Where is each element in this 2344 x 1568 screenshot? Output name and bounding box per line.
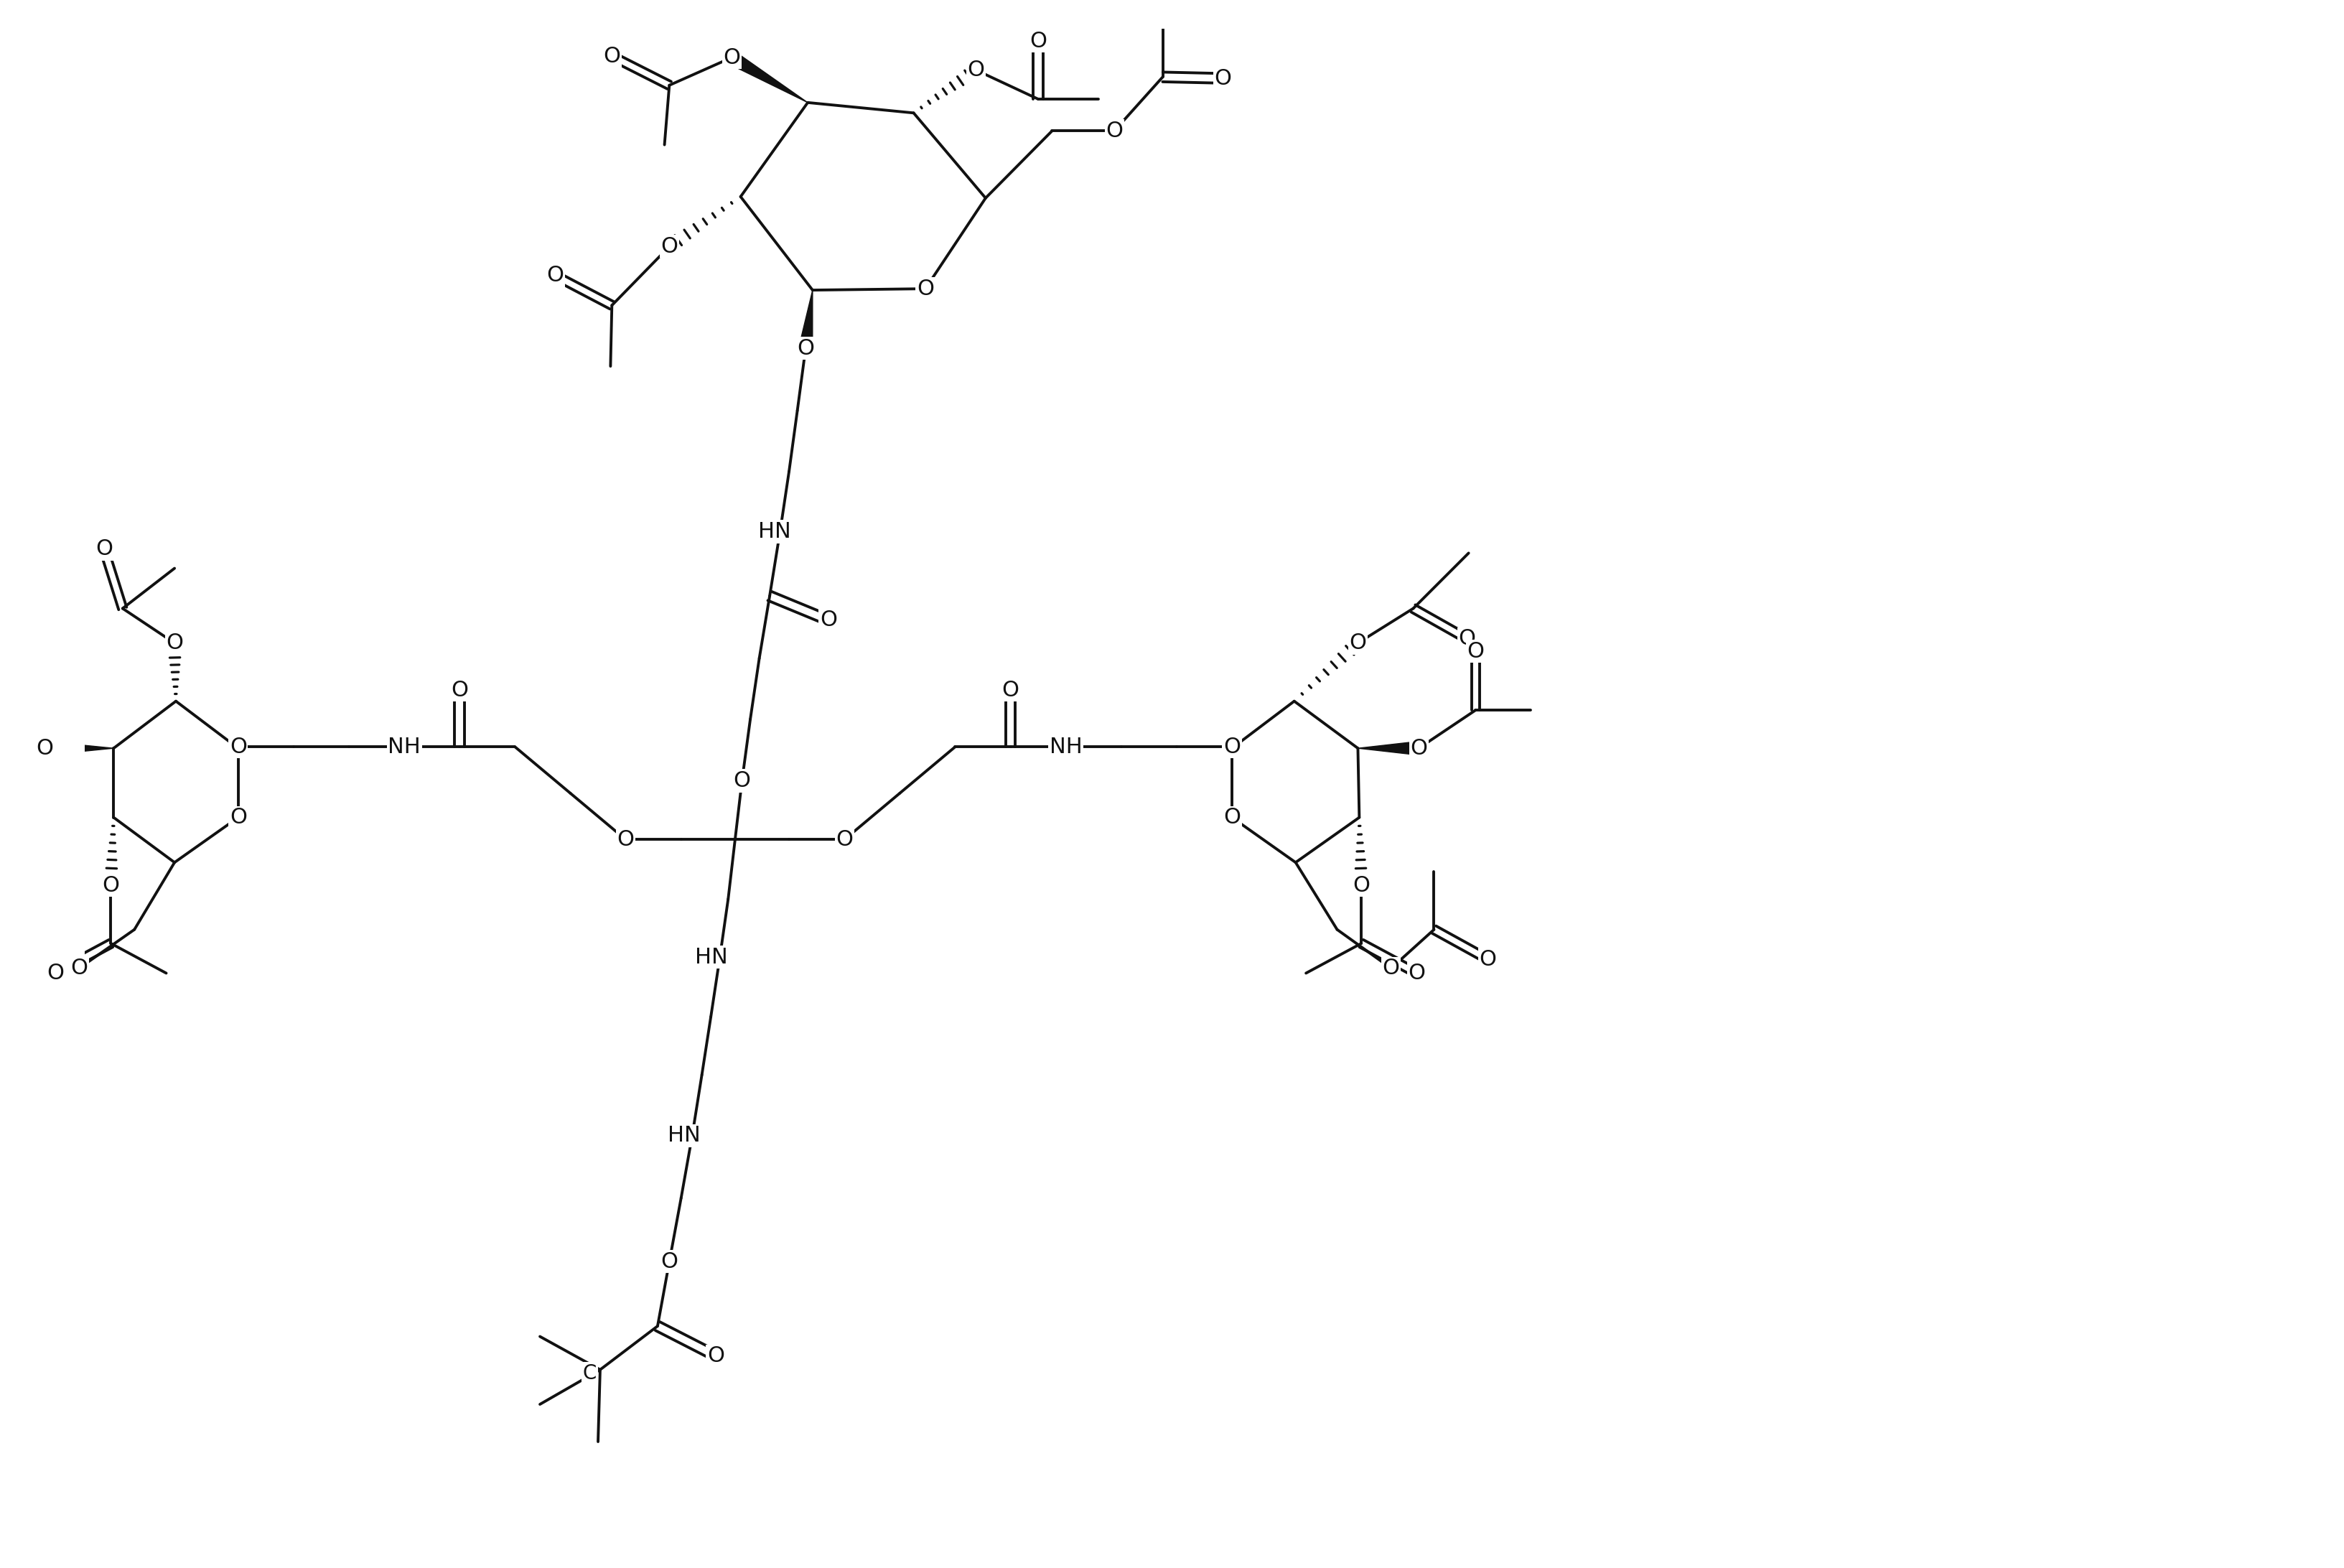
Text: O: O [103,875,120,895]
Text: O: O [450,679,469,701]
Text: O: O [708,1345,724,1366]
Text: O: O [230,737,246,757]
Text: O: O [1409,739,1427,759]
Text: O: O [1458,629,1474,649]
Text: O: O [1224,808,1240,828]
Text: C: C [584,1363,595,1383]
Text: O: O [1409,963,1425,983]
Text: HN: HN [668,1126,701,1146]
Text: NH: NH [387,737,420,757]
Polygon shape [799,290,813,350]
Text: O: O [1383,958,1399,978]
Text: O: O [616,829,635,850]
Text: O: O [1479,949,1495,969]
Text: O: O [1224,737,1240,757]
Text: O: O [834,829,853,850]
Text: O: O [1348,632,1367,654]
Text: O: O [70,958,87,978]
Text: O: O [1467,641,1484,662]
Text: O: O [797,337,813,359]
Text: HN: HN [757,521,790,543]
Text: O: O [1001,679,1020,701]
Text: O: O [546,265,563,285]
Polygon shape [45,742,113,756]
Text: O: O [166,632,183,654]
Text: HN: HN [694,947,727,967]
Text: O: O [968,60,984,80]
Text: O: O [722,47,741,67]
Polygon shape [729,52,806,102]
Text: O: O [661,237,677,257]
Text: O: O [96,538,113,560]
Text: NH: NH [1050,737,1083,757]
Text: O: O [820,610,837,630]
Text: O: O [602,45,621,66]
Text: O: O [1214,67,1231,89]
Text: O: O [1352,875,1369,895]
Text: O: O [661,1251,677,1272]
Text: O: O [734,770,750,792]
Text: O: O [1029,30,1045,52]
Text: O: O [230,808,246,828]
Polygon shape [1357,742,1418,756]
Text: O: O [1106,121,1123,141]
Text: O: O [35,739,54,759]
Text: O: O [917,278,933,299]
Text: O: O [47,963,63,983]
